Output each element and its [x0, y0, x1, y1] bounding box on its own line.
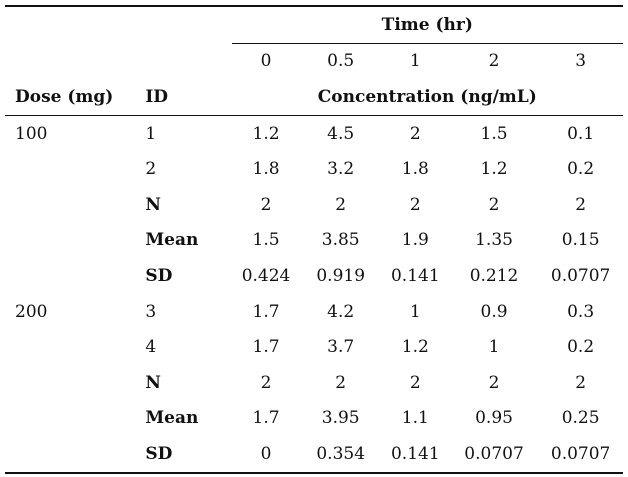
- id-cell: 1: [145, 114, 232, 152]
- concentration-cell: 1: [409, 301, 421, 322]
- concentration-cell: 0.9: [480, 301, 508, 322]
- time-point-header: 1: [380, 42, 450, 80]
- dose-cell: [5, 365, 145, 401]
- time-point-header: 0: [231, 42, 301, 80]
- id-column-header: ID: [145, 86, 169, 107]
- concentration-cell: 2: [409, 372, 421, 393]
- concentration-cell: 1.7: [252, 408, 280, 429]
- header-blank-id-2: [145, 43, 231, 79]
- id-cell: 3: [145, 301, 157, 322]
- concentration-cell: 3.95: [321, 408, 360, 429]
- concentration-cell: 2: [335, 372, 347, 393]
- id-cell: N: [145, 194, 161, 215]
- concentration-cell: 3.85: [321, 230, 360, 251]
- concentration-cell: 0.354: [300, 436, 381, 474]
- id-cell: Mean: [145, 408, 199, 429]
- header-blank-dose: [5, 4, 146, 44]
- concentration-cell: 2: [260, 372, 272, 393]
- dose-cell: [5, 151, 145, 187]
- table-row: N 2 2 2 2 2: [5, 187, 623, 223]
- concentration-cell: 0.212: [469, 265, 519, 286]
- concentration-cell: 1.8: [252, 159, 280, 180]
- dose-cell: [5, 401, 145, 437]
- table-row: 100 1 1.2 4.5 2 1.5 0.1: [5, 114, 623, 152]
- concentration-cell: 2: [488, 372, 500, 393]
- dose-cell: [5, 436, 146, 474]
- concentration-cell: 0: [231, 436, 301, 474]
- time-point-header: 3: [538, 42, 623, 80]
- dose-cell: [5, 258, 145, 294]
- concentration-cell: 0.95: [475, 408, 513, 429]
- concentration-cell: 0.919: [316, 265, 366, 286]
- id-cell: Mean: [145, 230, 199, 251]
- concentration-cell: 2: [488, 194, 500, 215]
- concentration-cell: 0.424: [241, 265, 291, 286]
- concentration-cell: 0.15: [561, 230, 600, 251]
- concentration-cell: 2: [380, 114, 450, 152]
- table-row: SD 0 0.354 0.141 0.0707 0.0707: [5, 436, 623, 474]
- dose-cell: [5, 187, 145, 223]
- table-row: Mean 1.5 3.85 1.9 1.35 0.15: [5, 223, 623, 259]
- concentration-cell: 1.9: [401, 230, 429, 251]
- concentration-cell: 1.7: [252, 301, 280, 322]
- table-row: SD 0.424 0.919 0.141 0.212 0.0707: [5, 258, 623, 294]
- header-blank-dose-2: [5, 43, 145, 79]
- id-cell: 2: [145, 159, 157, 180]
- table-row: N 2 2 2 2 2: [5, 365, 623, 401]
- concentration-cell: 0.141: [380, 436, 450, 474]
- concentration-cell: 1.5: [449, 114, 539, 152]
- concentration-cell: 3.7: [327, 337, 355, 358]
- concentration-cell: 0.0707: [550, 265, 611, 286]
- concentration-cell: 0.25: [561, 408, 600, 429]
- concentration-cell: 0.3: [567, 301, 595, 322]
- pk-concentration-table: Time (hr) 0 0.5 1 2 3 Dose (mg) ID Conce…: [5, 4, 623, 474]
- concentration-cell: 1.2: [480, 159, 508, 180]
- dose-column-header: Dose (mg): [15, 86, 114, 107]
- table-row: 4 1.7 3.7 1.2 1 0.2: [5, 329, 623, 365]
- concentration-cell: 0.0707: [449, 436, 539, 474]
- id-cell: 4: [145, 337, 157, 358]
- id-cell: SD: [145, 265, 173, 286]
- header-row-labels: Dose (mg) ID Concentration (ng/mL): [5, 79, 623, 115]
- concentration-cell: 0.2: [567, 337, 595, 358]
- table-row: Mean 1.7 3.95 1.1 0.95 0.25: [5, 401, 623, 437]
- id-cell: N: [145, 372, 161, 393]
- header-row-time: Time (hr): [5, 4, 623, 44]
- dose-cell: [5, 329, 145, 365]
- id-cell: SD: [145, 436, 232, 474]
- concentration-cell: 1.5: [252, 230, 280, 251]
- dose-cell: 100: [5, 114, 146, 152]
- concentration-cell: 1.2: [231, 114, 301, 152]
- concentration-cell: 4.2: [327, 301, 355, 322]
- time-point-header: 2: [449, 42, 539, 80]
- time-point-header: 0.5: [300, 42, 381, 80]
- concentration-cell: 2: [260, 194, 272, 215]
- concentration-cell: 1.2: [401, 337, 429, 358]
- concentration-cell: 2: [575, 372, 587, 393]
- table-body: Time (hr) 0 0.5 1 2 3 Dose (mg) ID Conce…: [5, 4, 623, 474]
- time-header: Time (hr): [231, 4, 623, 44]
- concentration-cell: 1.1: [401, 408, 429, 429]
- concentration-cell: 0.0707: [538, 436, 623, 474]
- concentration-cell: 4.5: [300, 114, 381, 152]
- concentration-cell: 1: [488, 337, 500, 358]
- concentration-cell: 2: [575, 194, 587, 215]
- table-row: 200 3 1.7 4.2 1 0.9 0.3: [5, 294, 623, 330]
- concentration-cell: 0.1: [538, 114, 623, 152]
- concentration-cell: 3.2: [327, 159, 355, 180]
- table-row: 2 1.8 3.2 1.8 1.2 0.2: [5, 151, 623, 187]
- concentration-cell: 2: [335, 194, 347, 215]
- concentration-header: Concentration (ng/mL): [317, 86, 537, 107]
- concentration-cell: 0.2: [567, 159, 595, 180]
- concentration-cell: 1.7: [252, 337, 280, 358]
- concentration-cell: 1.35: [475, 230, 513, 251]
- concentration-cell: 0.141: [390, 265, 440, 286]
- header-blank-id: [145, 4, 232, 44]
- dose-cell: [5, 223, 145, 259]
- header-row-times: 0 0.5 1 2 3: [5, 42, 623, 80]
- dose-cell: 200: [15, 301, 48, 322]
- concentration-cell: 2: [409, 194, 421, 215]
- concentration-cell: 1.8: [401, 159, 429, 180]
